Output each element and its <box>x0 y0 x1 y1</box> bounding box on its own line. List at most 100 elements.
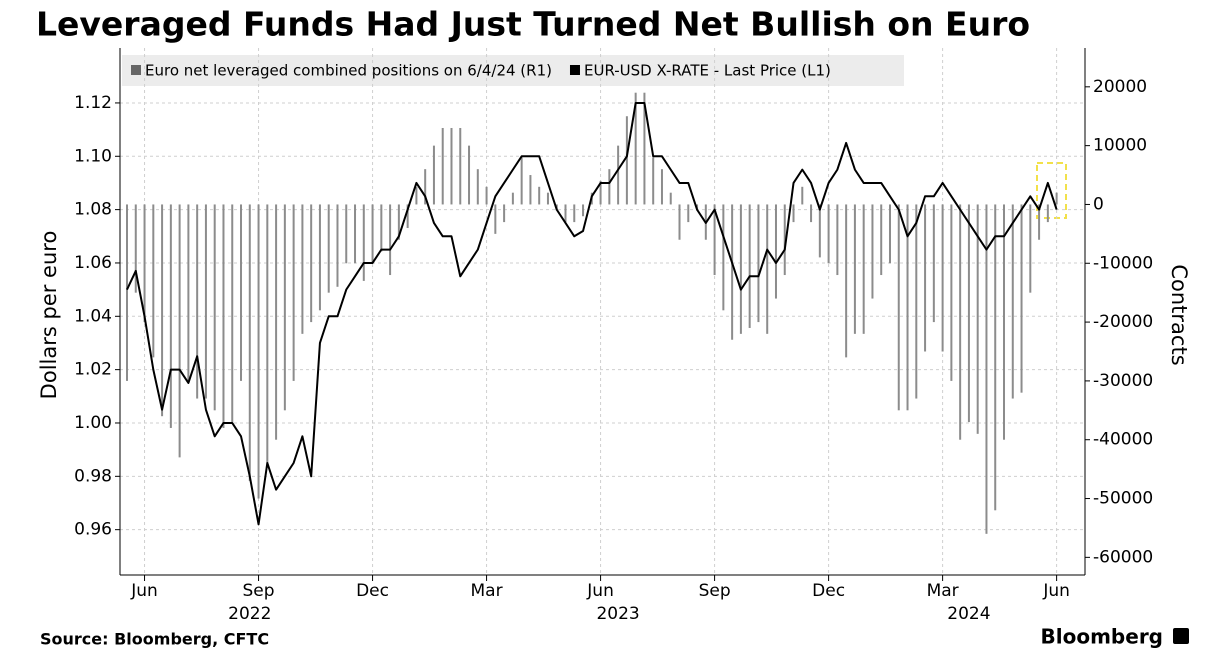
bar <box>818 204 821 258</box>
bar <box>774 204 777 299</box>
bar <box>941 204 944 352</box>
bar <box>722 204 725 311</box>
bar <box>494 204 497 234</box>
bar <box>757 204 760 323</box>
bar <box>766 204 769 334</box>
bar <box>617 145 620 205</box>
bar <box>625 116 628 205</box>
x-tick-label: Mar <box>471 581 503 601</box>
bar <box>687 204 690 223</box>
bar <box>248 204 251 481</box>
bar <box>748 204 751 328</box>
bar <box>652 157 655 205</box>
bar <box>1011 204 1014 399</box>
bar <box>468 145 471 205</box>
x-tick-label: Dec <box>356 581 389 601</box>
bar <box>485 186 488 205</box>
legend-label: EUR-USD X-RATE - Last Price (L1) <box>584 62 831 80</box>
bar <box>161 204 164 417</box>
x-tick-label: Mar <box>927 581 959 601</box>
y-tick-label: 1.06 <box>74 253 112 273</box>
bar <box>836 204 839 276</box>
bar <box>327 204 330 293</box>
y-tick-label: 1.10 <box>74 146 112 166</box>
bar <box>503 204 506 223</box>
y2-tick-label: 20000 <box>1093 77 1147 97</box>
bar <box>529 175 532 205</box>
bar <box>1020 204 1023 393</box>
bar <box>266 204 269 464</box>
bar <box>599 180 602 205</box>
bar <box>810 204 813 223</box>
x-year-label: 2022 <box>228 604 271 624</box>
bar <box>783 204 786 276</box>
bar <box>345 204 348 264</box>
y-tick-label: 1.08 <box>74 200 112 220</box>
bar <box>634 92 637 205</box>
legend-box <box>122 55 904 86</box>
bar <box>1046 204 1049 223</box>
bar <box>511 192 514 205</box>
logo-icon <box>1173 628 1189 644</box>
bar <box>389 204 392 276</box>
bar <box>1029 204 1032 293</box>
y2-tick-label: -50000 <box>1093 489 1153 509</box>
y2-axis-label: Contracts <box>1167 264 1191 365</box>
bar <box>678 204 681 240</box>
bar <box>275 204 278 440</box>
bar <box>222 204 225 428</box>
bar <box>582 204 585 217</box>
bar <box>152 204 155 358</box>
x-tick-label: Jun <box>130 581 158 601</box>
bar <box>318 204 321 311</box>
bar <box>897 204 900 411</box>
bar <box>362 204 365 281</box>
bar <box>608 169 611 205</box>
bar <box>801 186 804 205</box>
bar <box>424 169 427 205</box>
y2-tick-label: -20000 <box>1093 312 1153 332</box>
bar <box>862 204 865 334</box>
bar <box>967 204 970 423</box>
y2-tick-label: -40000 <box>1093 430 1153 450</box>
bar <box>853 204 856 334</box>
bar <box>354 204 357 264</box>
bar <box>143 204 146 323</box>
y2-tick-label: 10000 <box>1093 136 1147 156</box>
bar <box>845 204 848 358</box>
bar <box>1055 192 1058 205</box>
bar <box>976 204 979 434</box>
y-tick-label: 1.12 <box>74 93 112 113</box>
bar <box>1003 204 1005 440</box>
bar <box>441 127 444 205</box>
line <box>126 101 1058 526</box>
bar <box>906 204 909 411</box>
x-tick-label: Sep <box>699 581 731 601</box>
x-tick-label: Jun <box>1042 581 1070 601</box>
legend-label: Euro net leveraged combined positions on… <box>145 62 552 80</box>
y-tick-label: 0.98 <box>74 466 112 486</box>
bar <box>538 186 541 205</box>
bar <box>292 204 295 381</box>
bar <box>932 204 935 323</box>
bar <box>432 145 435 205</box>
y2-tick-label: 0 <box>1093 194 1104 214</box>
bar <box>240 204 243 381</box>
bar <box>546 192 549 205</box>
bar <box>204 204 207 399</box>
bar <box>880 204 883 276</box>
bar <box>924 204 927 352</box>
bar <box>178 204 181 458</box>
bar <box>520 157 523 205</box>
legend-swatch <box>131 65 141 75</box>
bar <box>169 204 172 428</box>
bar <box>134 204 137 293</box>
bar <box>231 204 234 423</box>
y-tick-label: 1.04 <box>74 306 112 326</box>
bar <box>871 204 874 299</box>
bar <box>213 204 216 411</box>
bar <box>459 127 462 205</box>
bar <box>310 204 313 323</box>
bar <box>643 92 646 205</box>
